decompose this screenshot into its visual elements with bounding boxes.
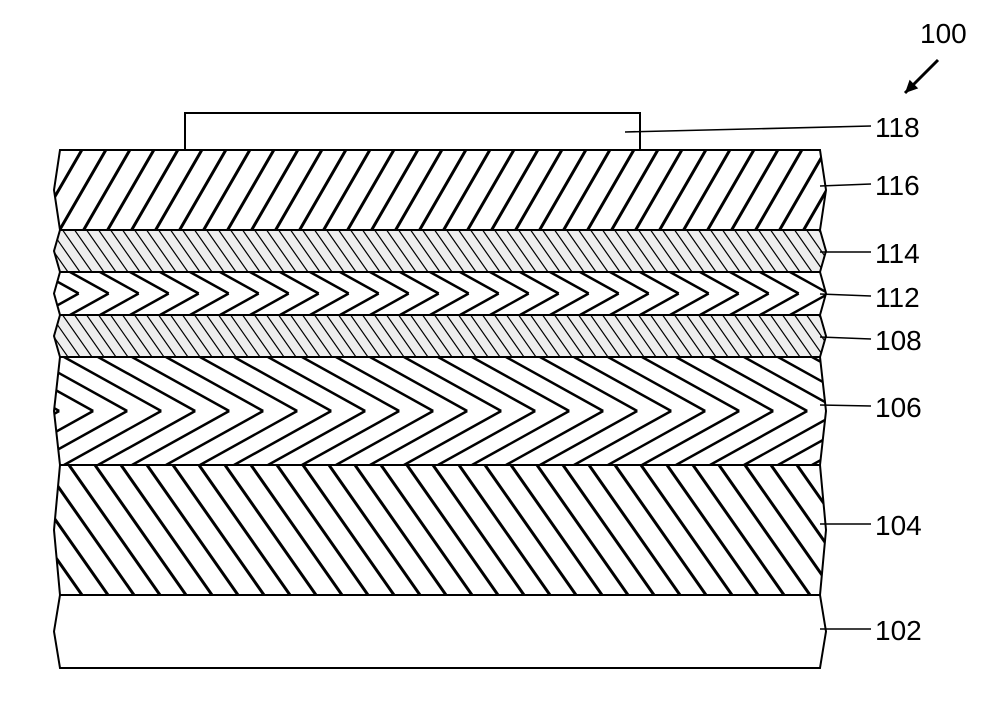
ref-label-108: 108 bbox=[875, 325, 922, 357]
layer-stack-svg bbox=[0, 0, 1000, 719]
ref-label-112: 112 bbox=[875, 282, 920, 314]
ref-label-118: 118 bbox=[875, 112, 920, 144]
ref-label-116: 116 bbox=[875, 170, 920, 202]
diagram-canvas: 100 118 116 114 112 108 106 104 102 bbox=[0, 0, 1000, 719]
ref-label-106: 106 bbox=[875, 392, 922, 424]
assembly-ref-label: 100 bbox=[920, 18, 967, 50]
ref-label-102: 102 bbox=[875, 615, 922, 647]
ref-label-114: 114 bbox=[875, 238, 920, 270]
ref-label-104: 104 bbox=[875, 510, 922, 542]
